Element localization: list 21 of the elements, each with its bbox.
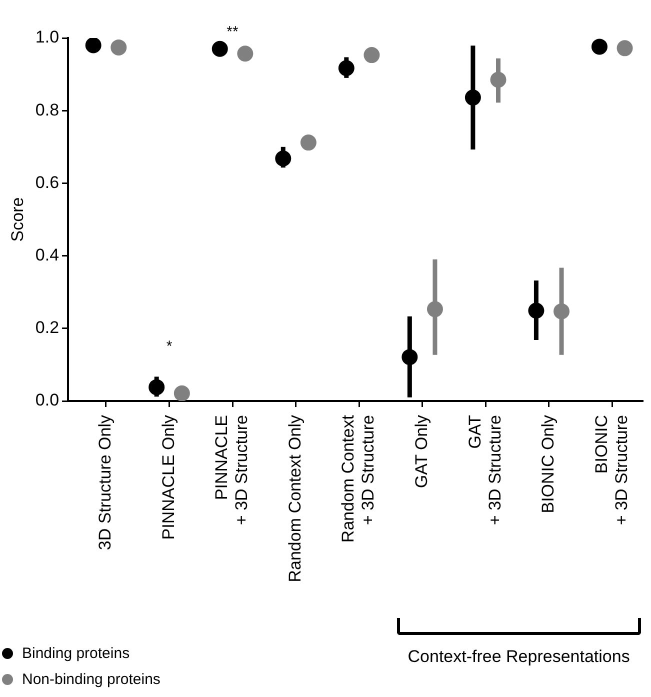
x-tick-label: PINNACLE + 3D Structure	[212, 415, 252, 526]
y-tick-label: 0.2	[35, 318, 60, 338]
y-tick-label: 0.0	[35, 390, 60, 410]
x-tick-label: BIONIC + 3D Structure	[592, 415, 631, 526]
legend-label: Binding proteins	[22, 644, 130, 662]
y-axis-title: Score	[8, 197, 27, 242]
y-tick-label: 0.6	[35, 172, 60, 192]
annotation: *	[166, 338, 172, 356]
legend-label: Non-binding proteins	[22, 670, 160, 688]
y-tick-label: 0.4	[35, 245, 60, 264]
x-tick-label: GAT + 3D Structure	[465, 415, 504, 526]
annotation: **	[226, 24, 239, 41]
x-tick-label: BIONIC Only	[538, 414, 558, 514]
x-tick-label: PINNACLE Only	[158, 414, 178, 540]
text: Context-free Representations	[406, 646, 631, 668]
y-tick-label: 1.0	[35, 28, 60, 47]
x-tick-label: 3D Structure Only	[96, 414, 115, 550]
x-tick-label: GAT Only	[412, 414, 432, 488]
x-tick-label: Random Context + 3D Structure	[338, 414, 378, 543]
x-tick-label: Random Context Only	[285, 414, 304, 582]
y-tick-label: 0.8	[35, 100, 60, 120]
